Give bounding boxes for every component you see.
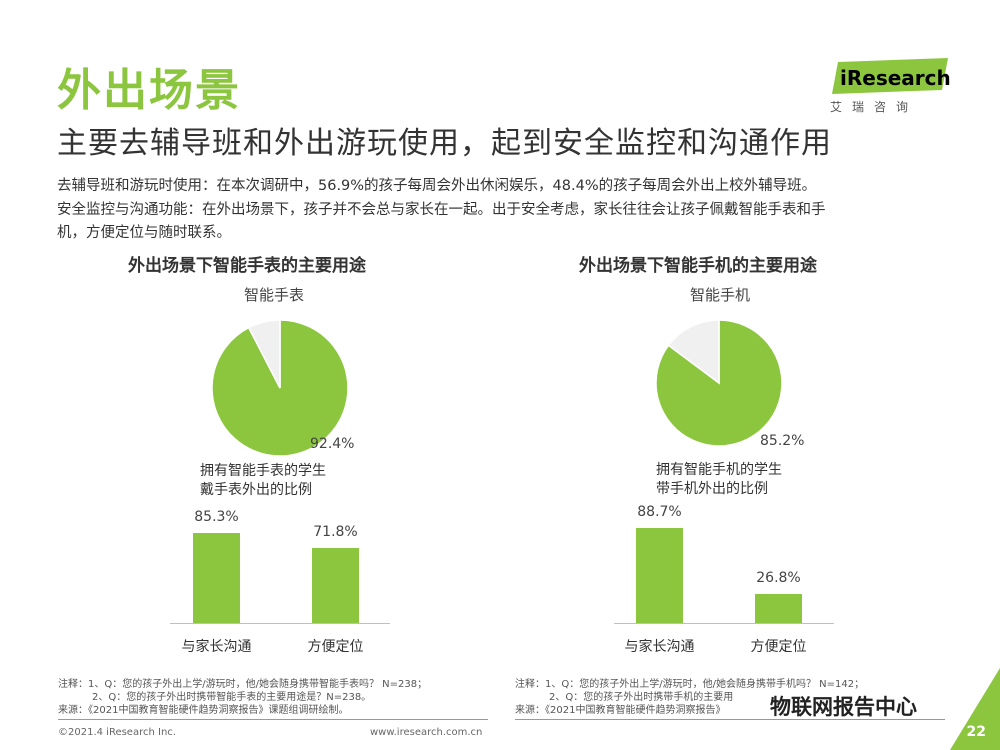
phone-caption-line-2: 带手机外出的比例: [656, 481, 768, 497]
left-note-line-2: 2、Q：您的孩子外出时携带智能手表的主要用途是？N=238。: [92, 692, 372, 703]
page-subtitle: 主要去辅导班和外出游玩使用，起到安全监控和沟通作用: [57, 126, 832, 161]
page-title: 外出场景: [57, 65, 241, 116]
phone-usage-bar-value-0: 88.7%: [637, 504, 682, 521]
logo-text: iResearch: [840, 66, 950, 90]
description-line-2: 安全监控与沟通功能：在外出场景下，孩子并不会总与家长在一起。出于安全考虑，家长往…: [57, 202, 826, 218]
iresearch-logo: iResearch: [830, 58, 951, 118]
right-note-line-2: 2、Q：您的孩子外出时携带手机的主要用: [549, 692, 734, 703]
phone-usage-bar-1: [755, 594, 802, 623]
right-chart-title: 外出场景下智能手机的主要用途: [579, 256, 817, 276]
left-pie-subtitle: 智能手表: [244, 286, 305, 304]
right-note-source: 来源：《2021中国教育智能硬件趋势洞察报告》: [515, 705, 726, 716]
description-line-3: 机，方便定位与随时联系。: [57, 225, 231, 241]
left-footer-rule: [58, 719, 488, 720]
watch-usage-bar-value-1: 71.8%: [313, 523, 358, 540]
phone-usage-bar-0: [636, 528, 683, 623]
watch-usage-bar-category-0: 与家长沟通: [181, 639, 252, 655]
right-footer-rule: [515, 719, 945, 720]
phone-usage-bar-category-0: 与家长沟通: [624, 639, 695, 655]
watermark-text: 物联网报告中心: [770, 695, 917, 719]
left-chart-title: 外出场景下智能手表的主要用途: [128, 256, 366, 276]
watch-usage-x-axis: [170, 623, 390, 624]
watch-pie-chart: [211, 319, 349, 457]
watch-pie-slice-1: [247, 319, 281, 389]
description-line-1: 去辅导班和游玩时使用：在本次调研中，56.9%的孩子每周会外出休闲娱乐，48.4…: [57, 178, 817, 194]
watch-usage-bar-1: [312, 547, 359, 623]
phone-pie-chart: [655, 319, 783, 447]
footer-website[interactable]: www.iresearch.com.cn: [370, 727, 483, 738]
right-pie-subtitle: 智能手机: [690, 286, 751, 304]
left-note-source: 来源：《2021中国教育智能硬件趋势洞察报告》课题组调研绘制。: [58, 705, 349, 716]
watch-usage-bar-category-1: 方便定位: [307, 639, 364, 655]
phone-pie-value: 85.2%: [760, 433, 805, 449]
page-number: 22: [966, 724, 986, 740]
corner-accent: [950, 668, 1000, 750]
phone-usage-bar-value-1: 26.8%: [756, 570, 801, 587]
logo-shape: iResearch: [832, 58, 951, 94]
phone-caption-line-1: 拥有智能手机的学生: [656, 462, 782, 478]
watch-usage-bar-0: [193, 533, 240, 623]
left-note-line-1: 注释：1、Q：您的孩子外出上学/游玩时，他/她会随身携带智能手表吗？ N=238…: [58, 679, 428, 690]
watch-caption-line-2: 戴手表外出的比例: [200, 482, 312, 498]
phone-usage-x-axis: [614, 623, 834, 624]
phone-pie-slice-1: [667, 319, 720, 385]
phone-usage-bar-category-1: 方便定位: [750, 639, 807, 655]
logo-chinese: 艾瑞咨询: [830, 100, 919, 114]
footer-copyright: ©2021.4 iResearch Inc.: [58, 727, 176, 738]
right-note-line-1: 注释：1、Q：您的孩子外出上学/游玩时，他/她会随身携带手机吗？ N=142；: [515, 679, 865, 690]
watch-pie-value: 92.4%: [310, 436, 355, 452]
watch-usage-bar-value-0: 85.3%: [194, 509, 239, 526]
watch-caption-line-1: 拥有智能手表的学生: [200, 463, 326, 479]
